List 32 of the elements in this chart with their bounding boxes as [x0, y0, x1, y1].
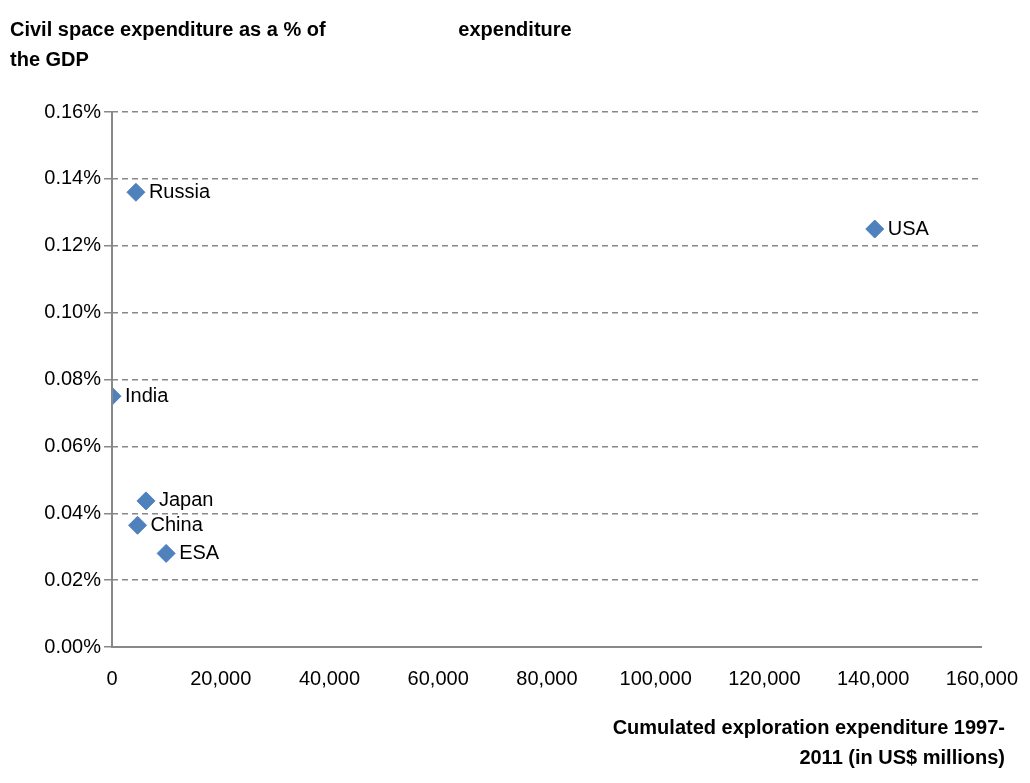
x-tick-label: 80,000	[516, 666, 578, 689]
point	[128, 515, 148, 535]
y-tick-label: 0.14%	[44, 166, 102, 189]
y-tick-label: 0.06%	[44, 433, 102, 456]
y-tick-label: 0.04%	[44, 500, 102, 523]
point	[865, 219, 885, 239]
annotation: China	[150, 512, 204, 535]
x-tick-label: 40,000	[298, 666, 361, 689]
annotation: Japan	[158, 488, 214, 511]
x-tick-label: 60,000	[407, 666, 469, 689]
x-tick-label: 120,000	[728, 666, 801, 689]
x-axis-title: Cumulated exploration expenditure 1997-2011 (in US$ millions)	[611, 715, 1005, 770]
annotation: Russia	[148, 179, 211, 202]
y-tick-label: 0.16%	[44, 99, 102, 122]
y-tick-label: 0.08%	[44, 367, 102, 390]
point	[126, 182, 146, 202]
annotation: India	[125, 383, 170, 406]
y-tick-label: 0.10%	[44, 300, 102, 323]
x-tick-label: 0	[106, 666, 118, 689]
y-tick-label: 0.02%	[44, 567, 102, 590]
x-tick-label: 140,000	[836, 666, 910, 689]
annotation: ESA	[179, 540, 220, 563]
y-tick-label: 0.12%	[44, 233, 102, 256]
x-tick-label: 100,000	[619, 666, 692, 689]
y-tick-label: 0.00%	[44, 634, 102, 657]
point	[136, 491, 156, 511]
point	[156, 543, 176, 563]
y-axis-title: Civil space expenditure as a % of the GDP	[10, 17, 327, 72]
annotation: USA	[887, 216, 930, 239]
x-tick-label: 160,000	[945, 666, 1018, 689]
x-tick-label: 20,000	[190, 666, 252, 689]
chart-title: expenditure	[458, 18, 572, 40]
